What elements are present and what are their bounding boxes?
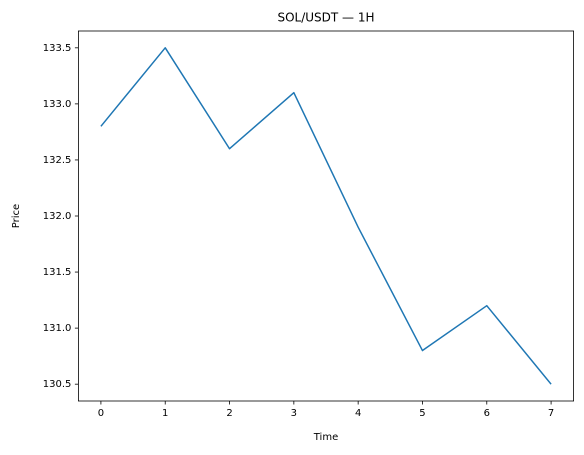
line-series: [100, 47, 552, 385]
x-tick-label: 5: [419, 408, 425, 419]
y-tick-label: 132.0: [43, 211, 72, 222]
y-tick-label: 133.5: [43, 43, 72, 54]
y-axis-label: Price: [11, 204, 22, 228]
x-tick-label: 1: [162, 408, 168, 419]
x-tick-label: 3: [291, 408, 297, 419]
y-tick-label: 130.5: [43, 379, 72, 390]
x-axis-label: Time: [313, 432, 338, 443]
y-tick-label: 132.5: [43, 155, 72, 166]
axes-frame: [78, 30, 575, 402]
x-tick-label: 7: [548, 408, 554, 419]
x-tick-label: 0: [98, 408, 104, 419]
x-tick-label: 6: [484, 408, 490, 419]
x-tick-label: 4: [355, 408, 361, 419]
chart-title: SOL/USDT — 1H: [277, 11, 374, 25]
y-tick-label: 131.0: [43, 323, 72, 334]
x-tick-label: 2: [226, 408, 232, 419]
y-tick-label: 133.0: [43, 99, 72, 110]
y-tick-label: 131.5: [43, 267, 72, 278]
